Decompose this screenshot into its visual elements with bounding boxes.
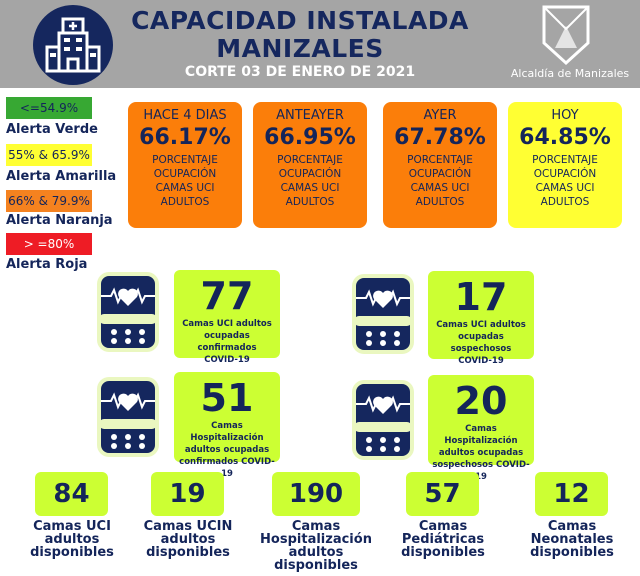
stat-hosp-suspected: 20 Camas Hospitalización adultos ocupadas… [428, 375, 534, 482]
heart-monitor-icon [351, 273, 415, 355]
stat-value: 77 [200, 274, 254, 318]
desc-line: OCUPACIÓN [153, 168, 217, 180]
desc-line: Camas Hospitalización [444, 424, 518, 446]
available-ucin-value: 19 [151, 472, 224, 516]
desc-line: Camas UCI adultos [182, 319, 272, 329]
desc-line: COVID-19 [204, 355, 250, 365]
desc-line: CAMAS UCI [155, 182, 215, 194]
desc-line: ocupadas sospechosos [450, 332, 512, 354]
desc-line: adultos [44, 532, 100, 547]
desc-line: CAMAS UCI [410, 182, 470, 194]
desc-line: OCUPACIÓN [278, 168, 342, 180]
desc-line: Camas Hospitalización [190, 421, 264, 443]
available-pediatric-value: 57 [406, 472, 479, 516]
desc-line: CAMAS UCI [535, 182, 595, 194]
period-label: AYER [423, 108, 457, 123]
desc-line: CAMAS UCI [280, 182, 340, 194]
legend-green-range: <=54.9% [6, 97, 92, 119]
occupancy-card-yesterday: AYER 67.78% PORCENTAJE OCUPACIÓN CAMAS UCI… [383, 102, 497, 228]
desc-line: Camas [291, 519, 341, 534]
desc-line: adultos [160, 532, 216, 547]
heart-monitor-icon [96, 271, 160, 353]
available-neonatal-label: Camas Neonatales disponibles [520, 520, 624, 559]
period-label: ANTEAYER [276, 108, 344, 123]
desc-line: PORCENTAJE [407, 154, 473, 166]
available-uci-value: 84 [35, 472, 108, 516]
desc-line: Camas [418, 519, 468, 534]
desc-line: Camas UCI [33, 519, 111, 534]
available-hosp-value: 190 [272, 472, 360, 516]
desc-line: Camas UCI adultos [436, 320, 526, 330]
desc-line: adultos [288, 545, 344, 560]
desc-line: sospechosos COVID-19 [432, 460, 530, 482]
legend-red-label: Alerta Roja [6, 257, 88, 272]
desc-line: Pediátricas [401, 532, 485, 547]
org-name: Alcaldía de Manizales [510, 67, 630, 80]
desc-line: adultos ocupadas [184, 445, 270, 455]
occupancy-card-4-days-ago: HACE 4 DIAS 66.17% PORCENTAJE OCUPACIÓN CA… [128, 102, 242, 228]
heart-monitor-icon [96, 376, 160, 458]
legend-orange-label: Alerta Naranja [6, 213, 113, 228]
hospital-icon [33, 5, 113, 85]
period-label: HOY [551, 108, 579, 123]
title-line-2: MANIZALES [216, 34, 384, 63]
desc-line: disponibles [274, 558, 358, 573]
desc-line: ADULTOS [415, 196, 465, 208]
available-uci-label: Camas UCI adultos disponibles [20, 520, 124, 559]
stat-uci-confirmed: 77 Camas UCI adultos ocupadas confirmados… [174, 270, 280, 365]
desc-line: Camas [547, 519, 597, 534]
occupancy-value: 66.17% [139, 125, 231, 150]
legend-yellow-label: Alerta Amarilla [6, 169, 117, 184]
desc-line: PORCENTAJE [152, 154, 218, 166]
period-label: HACE 4 DIAS [143, 108, 227, 123]
desc-line: disponibles [401, 545, 485, 560]
desc-line: Camas UCIN [143, 519, 233, 534]
stat-value: 17 [454, 275, 508, 319]
occupancy-card-day-before-yesterday: ANTEAYER 66.95% PORCENTAJE OCUPACIÓN CAMAS… [253, 102, 367, 228]
available-pediatric-label: Camas Pediátricas disponibles [390, 520, 496, 559]
available-neonatal-value: 12 [535, 472, 608, 516]
legend-yellow-range: 55% & 65.9% [6, 144, 92, 166]
desc-line: ADULTOS [160, 196, 210, 208]
desc-line: ADULTOS [540, 196, 590, 208]
stat-hosp-confirmed: 51 Camas Hospitalización adultos ocupadas… [174, 372, 280, 479]
stat-value: 20 [454, 379, 508, 423]
desc-line: PORCENTAJE [277, 154, 343, 166]
legend-red-range: > =80% [6, 233, 92, 255]
desc-line: ADULTOS [285, 196, 335, 208]
desc-line: disponibles [146, 545, 230, 560]
subtitle-date: CORTE 03 DE ENERO DE 2021 [184, 64, 416, 80]
desc-line: disponibles [530, 545, 614, 560]
desc-line: Hospitalización [260, 532, 372, 547]
occupancy-value: 67.78% [394, 125, 486, 150]
crest-icon [541, 4, 591, 66]
desc-line: confirmados COVID-19 [179, 457, 275, 479]
stat-value: 51 [200, 376, 254, 420]
desc-line: ocupadas confirmados [197, 331, 257, 353]
occupancy-value: 64.85% [519, 125, 611, 150]
available-ucin-label: Camas UCIN adultos disponibles [135, 520, 241, 559]
desc-line: COVID-19 [458, 356, 504, 366]
heart-monitor-icon [351, 379, 415, 461]
occupancy-value: 66.95% [264, 125, 356, 150]
desc-line: OCUPACIÓN [408, 168, 472, 180]
desc-line: Neonatales [530, 532, 614, 547]
title-line-1: CAPACIDAD INSTALADA [131, 6, 469, 35]
desc-line: disponibles [30, 545, 114, 560]
desc-line: PORCENTAJE [532, 154, 598, 166]
occupancy-card-today: HOY 64.85% PORCENTAJE OCUPACIÓN CAMAS UCI A… [508, 102, 622, 228]
stat-uci-suspected: 17 Camas UCI adultos ocupadas sospechosos… [428, 271, 534, 366]
legend-green-label: Alerta Verde [6, 122, 98, 137]
desc-line: OCUPACIÓN [533, 168, 597, 180]
desc-line: adultos ocupadas [438, 448, 524, 458]
available-hosp-label: Camas Hospitalización adultos disponibles [250, 520, 382, 572]
legend-orange-range: 66% & 79.9% [6, 190, 92, 212]
